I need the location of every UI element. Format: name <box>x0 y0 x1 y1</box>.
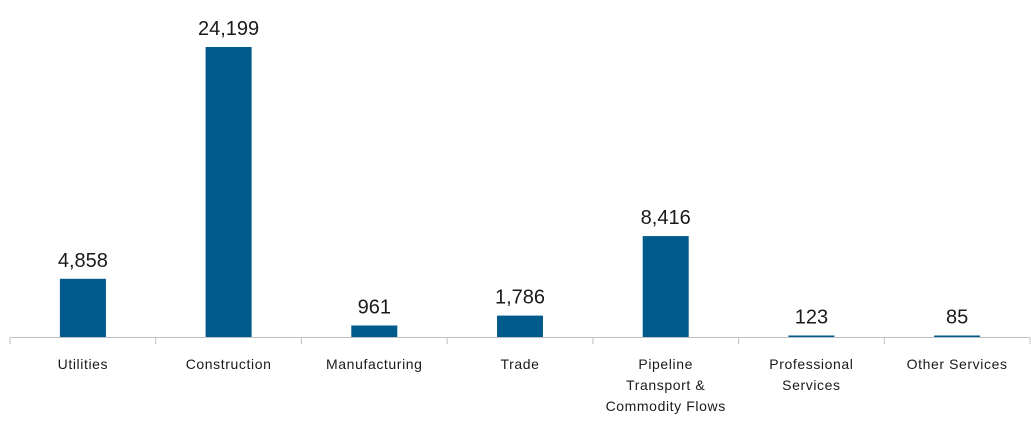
bar <box>934 335 981 337</box>
data-label: 24,199 <box>198 18 259 40</box>
data-label: 123 <box>795 307 828 329</box>
category-label: Pipeline Transport & Commodity Flows <box>606 356 726 414</box>
category-label: Utilities <box>58 356 109 372</box>
category-label: Trade <box>500 356 539 372</box>
x-axis <box>9 337 1031 344</box>
category-label: Professional Services <box>769 356 853 393</box>
category-label: Other Services <box>907 356 1008 372</box>
value-labels-group: 4,858 24,199 961 1,786 8,416 123 85 <box>58 18 968 329</box>
category-label: Manufacturing <box>326 356 423 372</box>
bar <box>59 278 106 337</box>
bar <box>642 236 689 337</box>
bars-group <box>59 47 981 337</box>
data-label: 4,858 <box>58 250 108 272</box>
bar <box>205 47 252 337</box>
bar <box>351 325 398 337</box>
bar <box>497 315 543 337</box>
data-label: 961 <box>358 297 391 319</box>
data-label: 1,786 <box>495 287 545 309</box>
category-labels-group: Utilities Construction Manufacturing Trade P… <box>58 356 1008 414</box>
data-label: 8,416 <box>641 207 691 229</box>
category-label: Construction <box>186 356 272 372</box>
bar <box>788 335 835 337</box>
data-label: 85 <box>946 307 968 329</box>
